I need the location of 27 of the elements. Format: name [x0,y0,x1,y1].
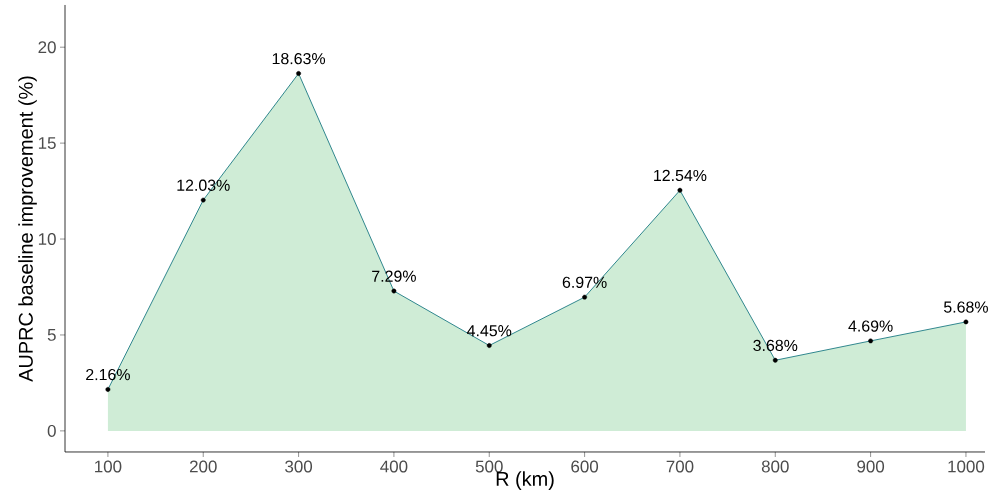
x-axis-title: R (km) [496,471,554,490]
x-tick-label: 800 [761,460,789,473]
x-tick-label: 200 [189,460,217,473]
x-tick-label: 1000 [948,460,985,473]
x-tick-label: 300 [285,460,313,473]
data-label: 7.29% [372,270,416,282]
data-label: 2.16% [86,368,130,381]
x-tick-label: 100 [95,460,122,473]
x-tick-label: 600 [571,460,599,473]
x-tick-label: 400 [380,460,408,473]
data-label: 4.69% [848,320,893,332]
data-label: 18.63% [272,52,326,65]
data-label: 6.97% [562,276,607,288]
y-tick-label: 15 [38,137,56,150]
x-tick-label: 900 [857,460,885,473]
data-label: 12.54% [654,169,707,182]
x-tick-label: 700 [666,460,694,473]
y-tick-label: 0 [47,424,56,437]
x-tick-label: 500 [475,460,503,473]
y-tick-label: 10 [38,233,56,246]
data-label: 4.45% [467,325,512,337]
y-tick-label: 5 [47,329,56,341]
y-axis-title: AUPRC baseline improvement (%) [18,76,37,382]
data-label: 3.68% [753,339,798,352]
data-label: 12.03% [177,179,230,191]
y-tick-label: 20 [38,41,56,54]
data-label: 5.68% [943,301,988,313]
